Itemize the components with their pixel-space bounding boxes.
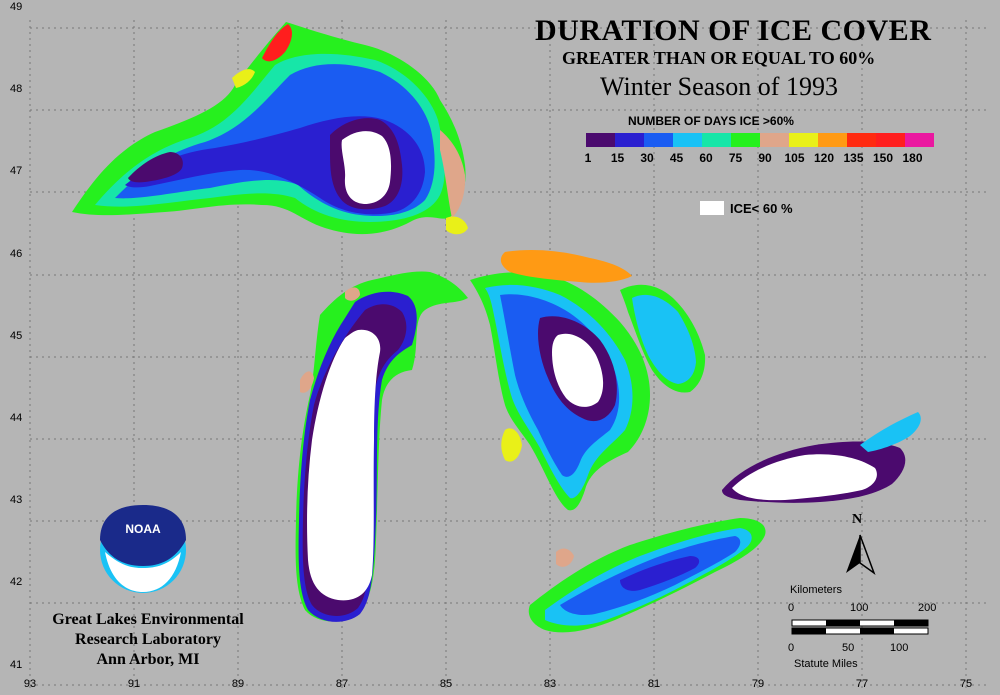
legend-swatch bbox=[876, 133, 905, 147]
longitude-label: 89 bbox=[231, 678, 245, 690]
km-tick-0: 0 bbox=[788, 602, 795, 614]
longitude-label: 93 bbox=[23, 678, 37, 690]
longitude-label: 77 bbox=[855, 678, 869, 690]
latitude-label: 43 bbox=[10, 494, 23, 507]
season-label: Winter Season of 1993 bbox=[600, 72, 838, 101]
latitude-label: 41 bbox=[10, 658, 23, 671]
north-label: N bbox=[852, 512, 863, 527]
legend-tick: 150 bbox=[872, 151, 894, 165]
legend-swatch bbox=[673, 133, 702, 147]
legend-swatch bbox=[702, 133, 731, 147]
longitude-label: 91 bbox=[127, 678, 141, 690]
legend-tick: 120 bbox=[813, 151, 835, 165]
legend-swatch bbox=[731, 133, 760, 147]
latitude-label: 45 bbox=[10, 329, 23, 342]
longitude-label: 83 bbox=[543, 678, 557, 690]
legend-swatch bbox=[615, 133, 644, 147]
legend-tick: 75 bbox=[728, 151, 743, 165]
mi-tick-100: 100 bbox=[890, 642, 909, 654]
lake-superior bbox=[72, 22, 468, 235]
legend-title: NUMBER OF DAYS ICE >60% bbox=[628, 114, 794, 128]
legend-tick: 90 bbox=[758, 151, 772, 165]
latitude-label: 46 bbox=[10, 247, 23, 260]
km-label: Kilometers bbox=[790, 584, 842, 596]
legend-swatch bbox=[760, 133, 789, 147]
scale-labels: Kilometers 0 100 200 0 50 100 Statute Mi… bbox=[770, 584, 990, 674]
legend-swatch bbox=[789, 133, 818, 147]
legend-swatch bbox=[847, 133, 876, 147]
ice-below-60-label: ICE< 60 % bbox=[730, 201, 793, 216]
lake-ontario bbox=[722, 412, 921, 503]
legend-tick: 180 bbox=[902, 151, 923, 165]
north-arrow-icon bbox=[846, 534, 876, 576]
noaa-logo: NOAA bbox=[100, 505, 186, 593]
legend-swatch bbox=[905, 133, 934, 147]
org-line-1: Great Lakes Environmental bbox=[52, 611, 244, 628]
longitude-label: 79 bbox=[751, 678, 765, 690]
scale-bar bbox=[791, 619, 929, 635]
longitude-label: 81 bbox=[647, 678, 661, 690]
latitude-label: 42 bbox=[10, 576, 23, 589]
legend-tick: 45 bbox=[669, 151, 684, 165]
longitude-label: 85 bbox=[439, 678, 453, 690]
latitude-label: 44 bbox=[10, 412, 23, 424]
legend-swatch bbox=[818, 133, 847, 147]
ice-below-60-swatch bbox=[700, 201, 724, 215]
legend-tick: 135 bbox=[843, 151, 864, 165]
legend-swatch bbox=[586, 133, 615, 147]
legend-tick: 15 bbox=[610, 151, 625, 165]
legend-tick: 60 bbox=[699, 151, 713, 165]
lake-huron bbox=[470, 250, 706, 511]
lake-michigan bbox=[295, 271, 468, 622]
longitude-label: 87 bbox=[335, 678, 349, 690]
logo-text: NOAA bbox=[125, 522, 161, 536]
mi-tick-50: 50 bbox=[842, 642, 855, 654]
legend-tick: 30 bbox=[640, 151, 654, 165]
org-line-2: Research Laboratory bbox=[75, 631, 221, 648]
latitude-label: 48 bbox=[10, 83, 23, 96]
org-line-3: Ann Arbor, MI bbox=[96, 651, 200, 668]
map-title: DURATION OF ICE COVER bbox=[535, 14, 932, 47]
legend-tick-labels: 1 15 30 45 60 75 90 105 120 135 150 180 bbox=[580, 151, 940, 167]
map-subtitle: GREATER THAN OR EQUAL TO 60% bbox=[562, 48, 876, 68]
mi-label: Statute Miles bbox=[794, 658, 858, 670]
mi-tick-0: 0 bbox=[788, 642, 795, 654]
legend-swatch bbox=[644, 133, 673, 147]
latitude-label: 47 bbox=[10, 165, 23, 178]
organization-block: Great Lakes Environmental Research Labor… bbox=[28, 610, 268, 670]
lake-erie bbox=[528, 518, 766, 633]
legend-color-bar bbox=[586, 133, 934, 147]
km-tick-100: 100 bbox=[850, 602, 869, 614]
latitude-label: 49 bbox=[10, 1, 23, 13]
longitude-label: 75 bbox=[959, 678, 973, 690]
legend-tick: 105 bbox=[784, 151, 805, 165]
legend-tick: 1 bbox=[584, 151, 592, 165]
km-tick-200: 200 bbox=[918, 602, 937, 614]
